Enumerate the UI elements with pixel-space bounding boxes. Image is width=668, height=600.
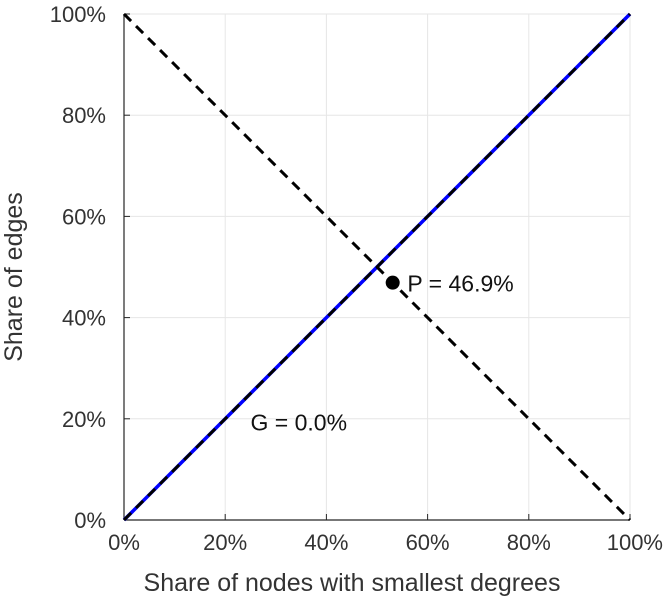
x-tick-label: 60% xyxy=(406,530,450,555)
y-tick-label: 60% xyxy=(62,204,106,229)
y-tick-label: 80% xyxy=(62,103,106,128)
x-axis-title: Share of nodes with smallest degrees xyxy=(144,569,561,597)
series-line-dashed xyxy=(122,12,632,522)
x-tick-label: 0% xyxy=(108,530,140,555)
annotation-label: G = 0.0% xyxy=(251,409,348,435)
data-point-p xyxy=(385,275,400,290)
points xyxy=(385,275,400,290)
axes xyxy=(123,13,631,521)
y-tick-label: 20% xyxy=(62,407,106,432)
grid xyxy=(123,13,631,521)
x-tick-label: 40% xyxy=(304,530,348,555)
annotation-label: P = 46.9% xyxy=(407,271,513,297)
y-tick-label: 40% xyxy=(62,306,106,331)
y-axis-title: Share of edges xyxy=(0,192,28,362)
x-tick-label: 20% xyxy=(203,530,247,555)
y-tick-label: 0% xyxy=(74,508,106,533)
series xyxy=(122,12,632,522)
x-tick-label: 100% xyxy=(607,530,663,555)
y-tick-label: 100% xyxy=(50,2,106,27)
x-tick-label: 80% xyxy=(507,530,551,555)
